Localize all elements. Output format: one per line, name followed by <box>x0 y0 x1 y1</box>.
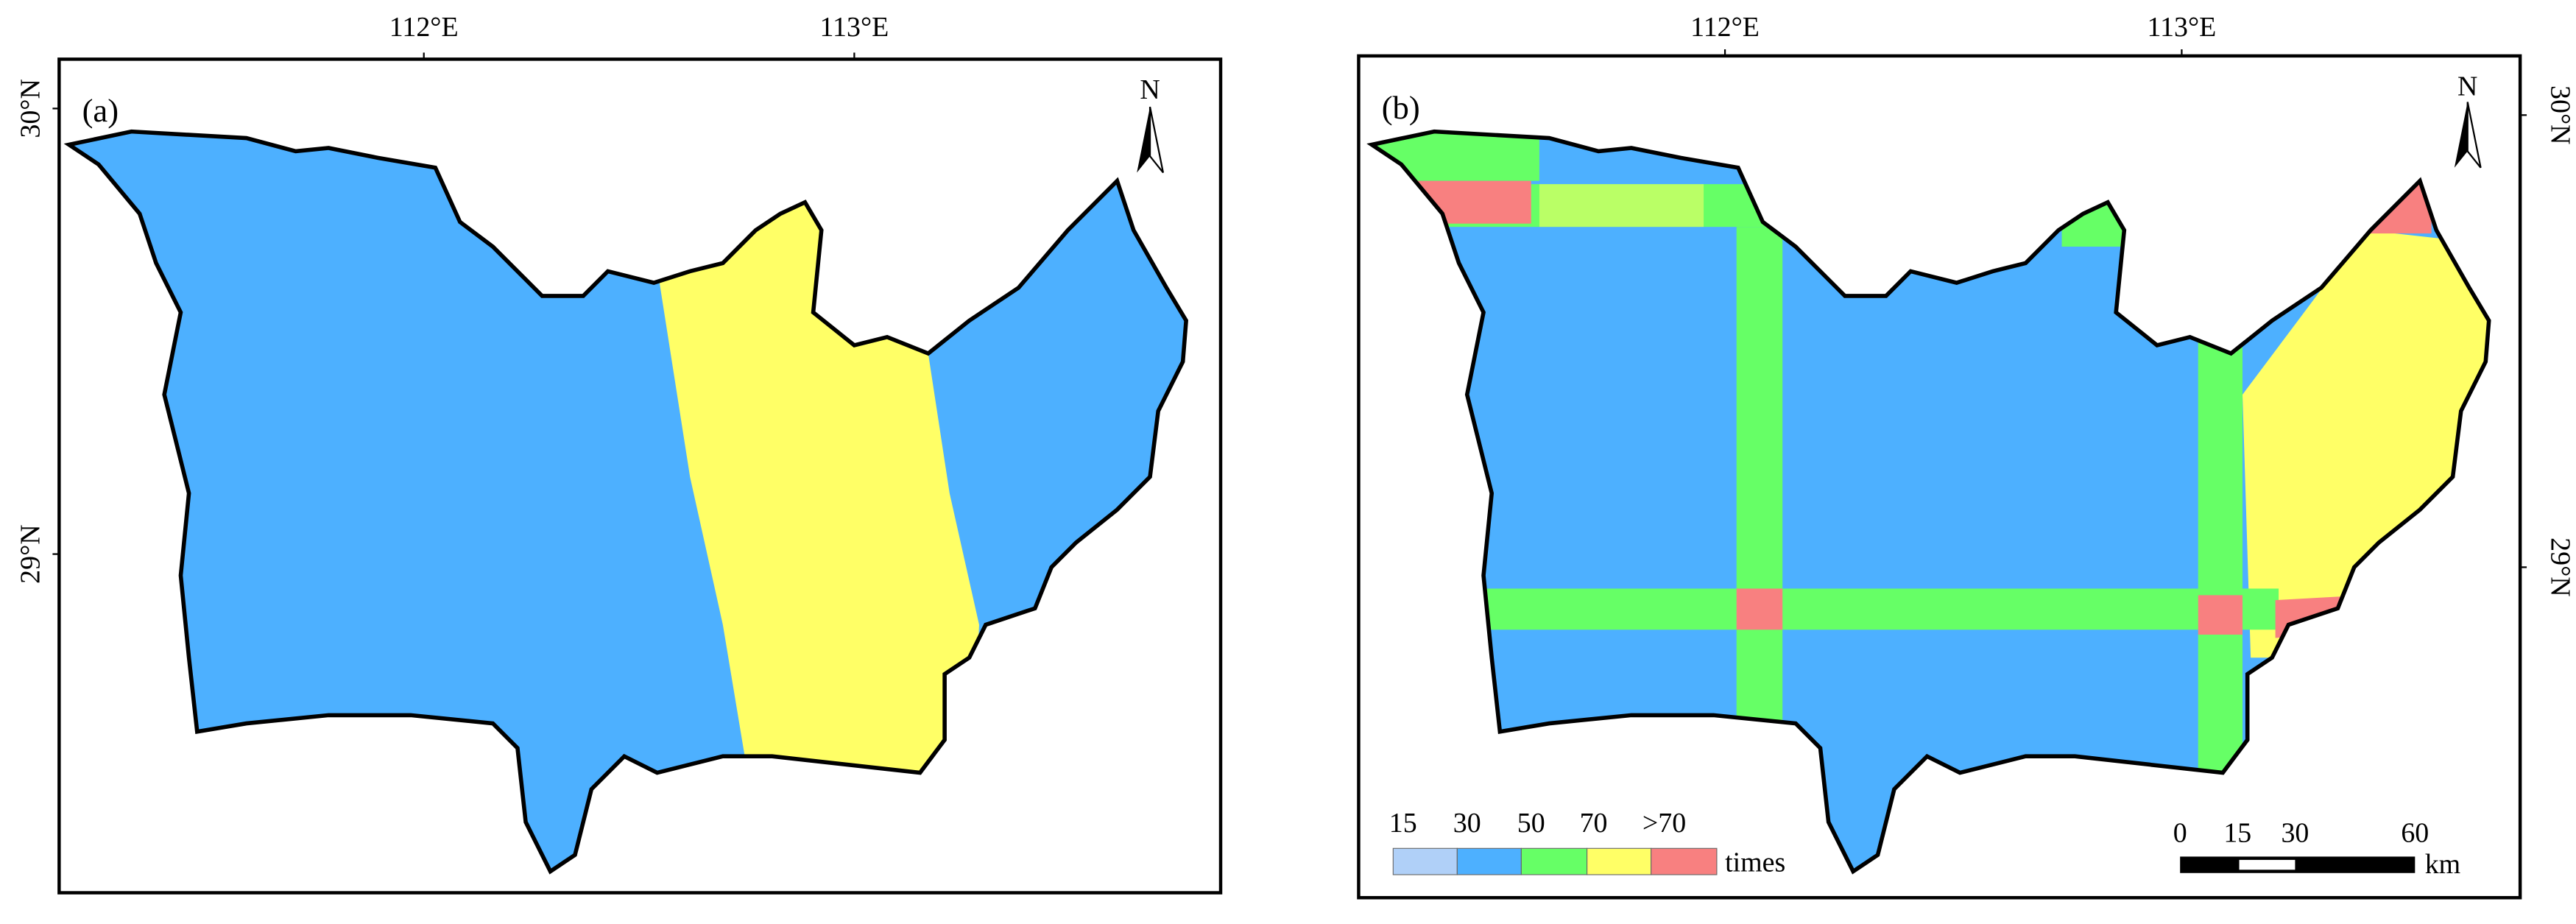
zone <box>1736 588 1783 630</box>
lat-label: 30°N <box>15 79 46 138</box>
legend-swatch <box>1456 847 1522 875</box>
panel-label: (b) <box>1382 89 1420 126</box>
north-arrow <box>2454 102 2468 168</box>
lon-label: 112°E <box>389 12 459 43</box>
legend-swatch <box>1651 847 1718 875</box>
scale-label: 0 <box>2173 817 2187 848</box>
lat-label: 30°N <box>2545 85 2576 145</box>
scale-bar <box>2239 859 2296 870</box>
scale-bar <box>2180 856 2416 873</box>
legend-label: 15 <box>1389 808 1417 839</box>
zone <box>1539 184 1704 228</box>
scale-unit: km <box>2425 849 2460 880</box>
north-label: N <box>1140 74 1160 105</box>
legend-label: >70 <box>1642 808 1686 839</box>
legend-swatch <box>1520 847 1588 875</box>
scale-label: 15 <box>2223 817 2251 848</box>
lon-label: 113°E <box>819 12 889 43</box>
panel-label: (a) <box>82 92 119 129</box>
legend-label: 50 <box>1517 808 1545 839</box>
legend-swatch <box>1392 847 1458 875</box>
legend-label: 70 <box>1580 808 1608 839</box>
legend-unit: times <box>1725 847 1785 878</box>
zone <box>2198 595 2243 635</box>
north-label: N <box>2457 71 2477 102</box>
legend-swatch <box>1587 847 1652 875</box>
legend-label: 30 <box>1453 808 1481 839</box>
lon-label: 112°E <box>1690 12 1760 43</box>
lat-label: 29°N <box>15 524 46 584</box>
zone <box>1372 588 2279 630</box>
lat-label: 29°N <box>2545 537 2576 597</box>
scale-label: 60 <box>2401 817 2429 848</box>
scale-label: 30 <box>2281 817 2309 848</box>
north-arrow <box>1148 106 1164 174</box>
north-arrow <box>2466 102 2482 169</box>
lon-label: 113°E <box>2148 12 2217 43</box>
